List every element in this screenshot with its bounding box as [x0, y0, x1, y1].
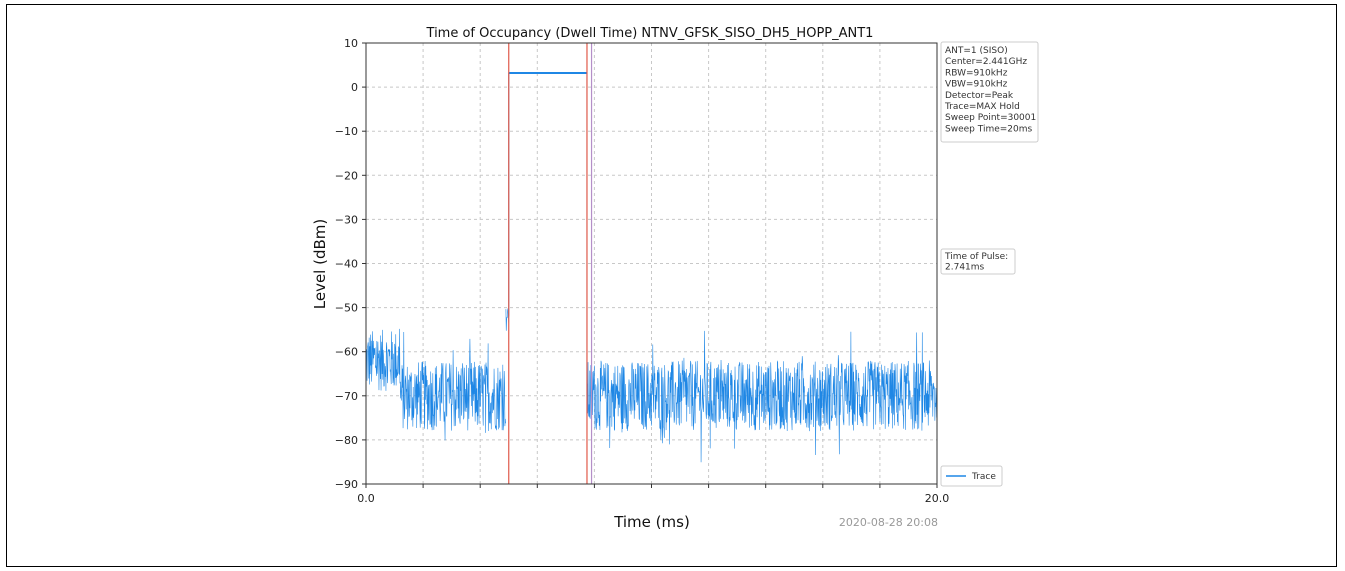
pulse-line: Time of Pulse: — [944, 252, 1008, 262]
info-line: RBW=910kHz — [945, 68, 1008, 78]
x-tick-label: 0.0 — [357, 492, 375, 505]
info-line: Detector=Peak — [945, 91, 1014, 101]
chart-title: Time of Occupancy (Dwell Time) NTNV_GFSK… — [426, 26, 874, 41]
axis-ticks: 0.0 20.0 10 0 −10 −20 −30 −40 −50 −60 −70 −80 −90 — [335, 37, 949, 505]
y-tick-label: −90 — [335, 478, 358, 491]
y-tick-label: −70 — [335, 390, 358, 403]
y-tick-label: −10 — [335, 125, 358, 138]
marker-lines — [508, 43, 593, 484]
y-axis-label: Level (dBm) — [311, 219, 329, 310]
y-tick-label: −60 — [335, 346, 358, 359]
time-of-pulse-box: Time of Pulse:2.741ms — [940, 248, 1016, 275]
trace-segment — [365, 328, 401, 391]
trace-segment — [586, 330, 938, 463]
legend-label: Trace — [971, 472, 996, 482]
info-line: Sweep Time=20ms — [945, 124, 1033, 134]
y-tick-label: 10 — [344, 37, 358, 50]
figure-frame — [6, 4, 1337, 567]
x-tick-label: 20.0 — [925, 492, 950, 505]
trace-segment — [399, 332, 506, 441]
info-line: ANT=1 (SISO) — [945, 46, 1008, 56]
y-tick-label: −50 — [335, 302, 358, 315]
y-tick-label: 0 — [351, 81, 358, 94]
info-line: Trace=MAX Hold — [944, 102, 1020, 112]
y-tick-label: −80 — [335, 434, 358, 447]
legend: Trace — [940, 465, 1003, 487]
y-tick-label: −40 — [335, 258, 358, 271]
info-line: VBW=910kHz — [945, 80, 1008, 90]
y-tick-label: −20 — [335, 169, 358, 182]
info-line: Sweep Point=30001 — [945, 113, 1036, 123]
x-axis-label: Time (ms) — [613, 513, 690, 531]
pulse-line: 2.741ms — [945, 263, 985, 273]
y-tick-label: −30 — [335, 213, 358, 226]
info-line: Center=2.441GHz — [945, 57, 1027, 67]
timestamp: 2020-08-28 20:08 — [839, 516, 938, 529]
